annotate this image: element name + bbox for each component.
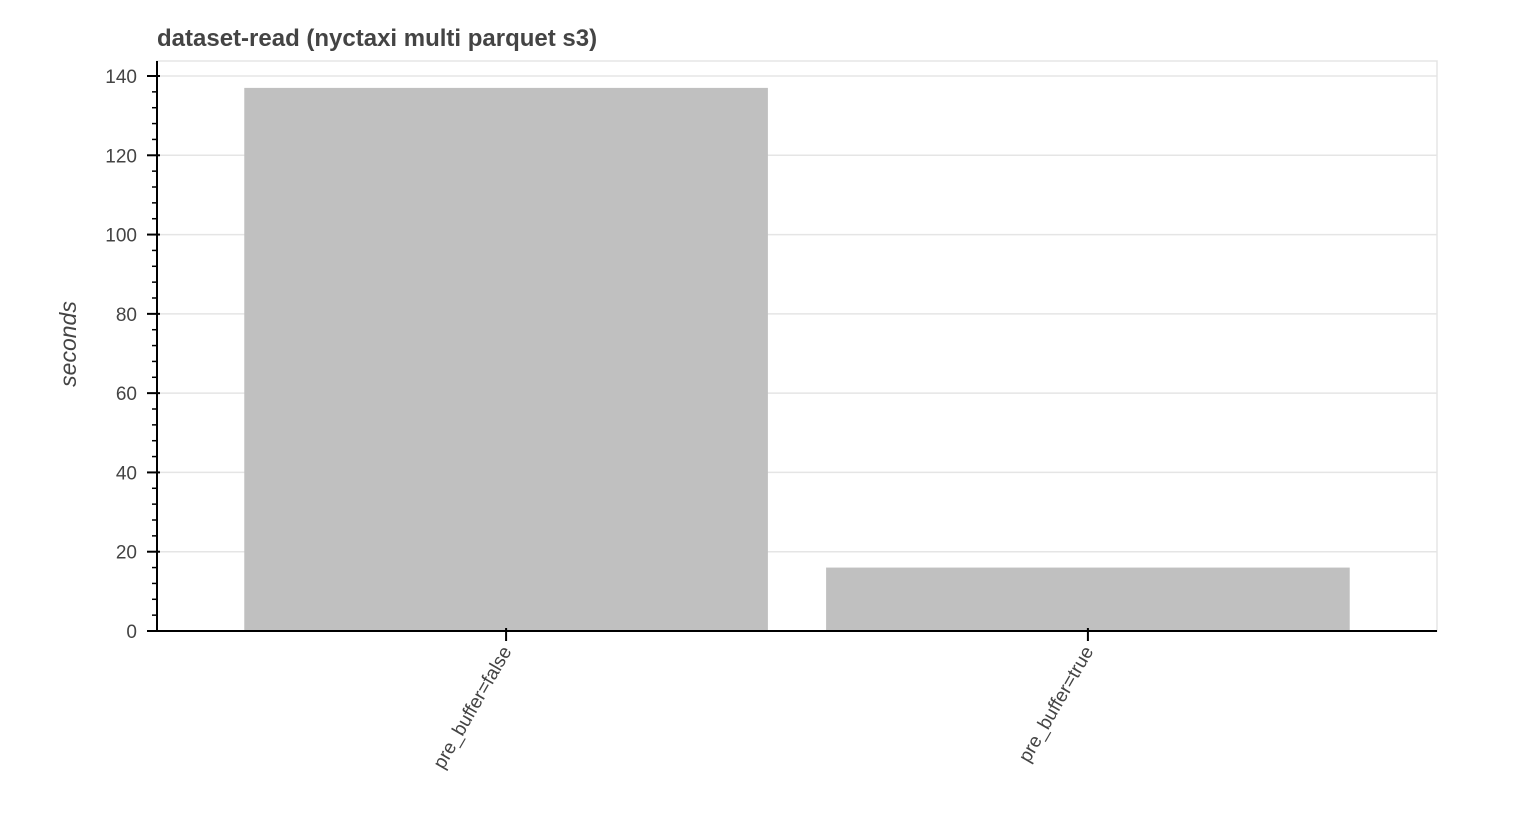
y-tick-label: 100 [105,226,137,247]
y-tick-label: 20 [116,543,137,564]
y-axis-ticks: 0 20 40 60 80 100 120 140 [105,67,160,643]
y-tick-label: 80 [116,305,137,326]
y-tick-label: 120 [105,146,137,167]
y-tick-label: 40 [116,463,137,484]
bars [244,87,1350,631]
bar-pre-buffer-true [826,567,1350,631]
chart-title: dataset-read (nyctaxi multi parquet s3) [157,25,597,52]
bar-pre-buffer-false [244,87,768,631]
y-tick-label: 140 [105,67,137,88]
y-axis-label: seconds [55,301,81,387]
y-tick-label: 0 [126,622,137,643]
y-tick-label: 60 [116,384,137,405]
